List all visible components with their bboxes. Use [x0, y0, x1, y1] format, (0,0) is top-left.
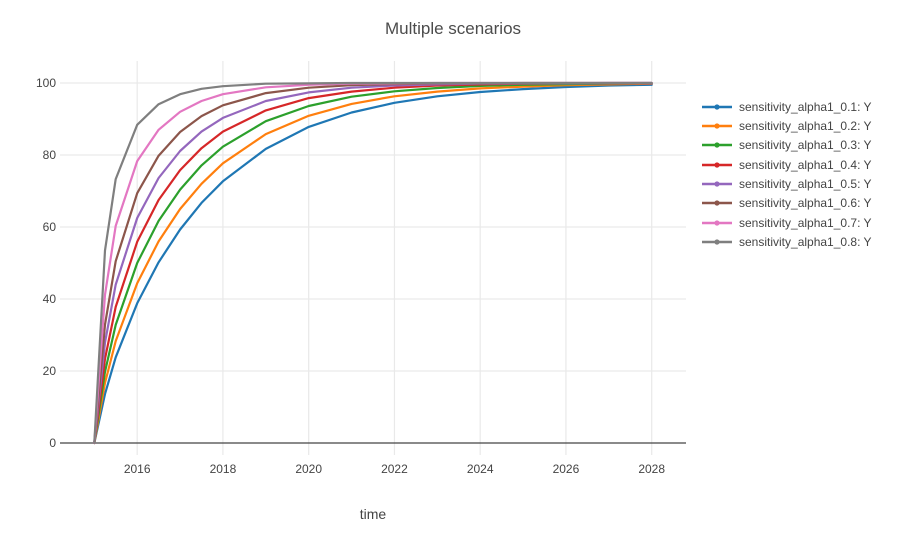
y-tick-label: 60 [42, 220, 56, 234]
x-tick-label: 2016 [123, 462, 151, 476]
legend-item-label: sensitivity_alpha1_0.3: Y [739, 138, 872, 153]
trace-8 [93, 81, 653, 445]
chart-title: Multiple scenarios [384, 19, 522, 38]
legend-item[interactable]: sensitivity_alpha1_0.3: Y [702, 136, 872, 155]
legend-item-label: sensitivity_alpha1_0.6: Y [739, 196, 872, 211]
x-axis-title: time [359, 506, 387, 522]
trace-4 [93, 82, 653, 445]
legend-item[interactable]: sensitivity_alpha1_0.8: Y [702, 232, 872, 251]
y-tick-label: 20 [42, 364, 56, 378]
legend-item-label: sensitivity_alpha1_0.4: Y [739, 157, 872, 172]
legend-item[interactable]: sensitivity_alpha1_0.1: Y [702, 97, 872, 116]
y-tick-label: 40 [42, 292, 56, 306]
y-tick-label: 80 [42, 147, 56, 162]
trace-3 [93, 82, 653, 445]
trace-6 [93, 81, 653, 445]
legend-item[interactable]: sensitivity_alpha1_0.5: Y [702, 174, 872, 193]
legend-item[interactable]: sensitivity_alpha1_0.6: Y [702, 194, 872, 213]
y-tick-label: 100 [35, 75, 56, 90]
x-tick-label: 2028 [638, 462, 666, 476]
legend-item[interactable]: sensitivity_alpha1_0.7: Y [702, 213, 872, 232]
legend-line-marker-swatch [702, 239, 732, 245]
legend-line-marker-swatch [702, 161, 732, 168]
legend-item-label: sensitivity_alpha1_0.8: Y [739, 234, 872, 249]
legend-line-marker-swatch [702, 123, 732, 129]
legend-item-label: sensitivity_alpha1_0.5: Y [739, 176, 872, 191]
x-tick-label: 2022 [381, 462, 408, 476]
x-tick-label: 2020 [295, 462, 323, 476]
legend-line-marker-swatch [702, 142, 732, 148]
legend-line-marker-swatch [702, 103, 732, 110]
y-tick-label: 0 [49, 436, 56, 450]
legend-line-marker-swatch [702, 219, 732, 226]
legend-line-marker-swatch [702, 200, 732, 206]
legend-item[interactable]: sensitivity_alpha1_0.2: Y [702, 116, 872, 135]
trace-7 [93, 81, 653, 445]
legend-line-marker-swatch [702, 181, 732, 187]
legend-item-label: sensitivity_alpha1_0.2: Y [739, 118, 872, 133]
x-tick-label: 2024 [466, 462, 494, 476]
legend-item-label: sensitivity_alpha1_0.1: Y [739, 99, 872, 114]
trace-1 [93, 83, 653, 445]
x-tick-label: 2026 [552, 462, 580, 476]
legend-item[interactable]: sensitivity_alpha1_0.4: Y [702, 155, 872, 174]
legend-item-label: sensitivity_alpha1_0.7: Y [739, 215, 872, 230]
trace-2 [93, 82, 653, 445]
trace-5 [93, 81, 653, 445]
x-tick-label: 2018 [209, 462, 237, 476]
